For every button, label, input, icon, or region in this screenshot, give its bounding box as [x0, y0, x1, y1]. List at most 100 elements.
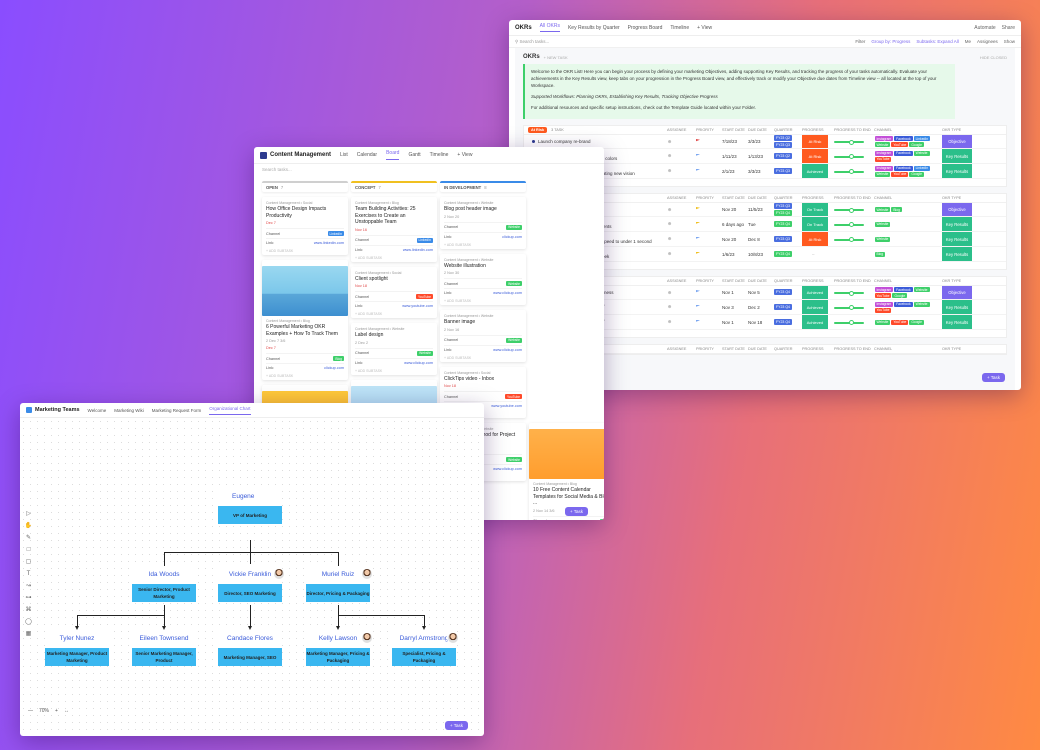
- priority-flag-icon[interactable]: [696, 207, 700, 210]
- card-link[interactable]: clickup.com: [502, 234, 522, 239]
- tab-welcome[interactable]: Welcome: [87, 407, 107, 413]
- okr-type-tag[interactable]: Key Results: [942, 232, 972, 246]
- due-date[interactable]: 3/3/23: [748, 168, 761, 174]
- okr-type-tag[interactable]: Key Results: [942, 247, 972, 261]
- assignee-icon[interactable]: ☻: [667, 236, 673, 242]
- progress-slider[interactable]: [834, 154, 864, 159]
- show-button[interactable]: Show: [1003, 39, 1015, 44]
- column-header-progress[interactable]: PROGRESS: [802, 196, 824, 200]
- channel-cell[interactable]: Instagram Facebook Website YouTube: [874, 301, 938, 313]
- okr-type-tag[interactable]: Key Results: [942, 217, 972, 231]
- column-header-progress[interactable]: PROGRESS: [802, 128, 824, 132]
- org-node-candace-flores[interactable]: Candace Flores Marketing Manager, SEO: [218, 630, 282, 666]
- assignee-icon[interactable]: ☻: [667, 289, 673, 296]
- assignee-icon[interactable]: ☻: [667, 304, 673, 310]
- zoom-in-button[interactable]: +: [55, 708, 58, 714]
- column-header-progress-to-end[interactable]: PROGRESS TO END: [834, 196, 871, 200]
- card-title[interactable]: 6 Powerful Marketing OKR Examples + How …: [266, 324, 338, 337]
- quarter-cell[interactable]: FY23 Q2: [774, 152, 793, 160]
- progress-status[interactable]: On Track: [802, 217, 828, 231]
- start-date[interactable]: Nov 20: [722, 207, 737, 212]
- group-by-button[interactable]: Group by: Progress: [871, 39, 911, 44]
- column-header-priority[interactable]: PRIORITY: [696, 196, 714, 200]
- add-subtask-button[interactable]: + ADD SUBTASK: [444, 355, 472, 360]
- channel-tag[interactable]: YouTube: [505, 394, 522, 399]
- okr-type-tag[interactable]: Key Results: [942, 149, 972, 163]
- hide-closed-button[interactable]: HIDE CLOSED: [979, 54, 1007, 60]
- assignee-icon[interactable]: ☻: [667, 153, 673, 159]
- tab-all-okrs[interactable]: All OKRs: [539, 23, 560, 32]
- column-header-start-date[interactable]: START DATE: [722, 196, 745, 200]
- column-header-due-date[interactable]: DUE DATE: [748, 128, 767, 132]
- zoom-out-button[interactable]: —: [28, 708, 33, 714]
- channel-cell[interactable]: Instagram Facebook LinkedIn Website YouTube G…: [874, 165, 938, 177]
- progress-slider[interactable]: [834, 290, 864, 296]
- image-tool-icon[interactable]: ▦: [25, 631, 32, 637]
- column-header-quarter[interactable]: QUARTER: [774, 347, 793, 351]
- card-title[interactable]: Team Building Activities: 25 Exercises t…: [355, 206, 416, 225]
- column-header-assignee[interactable]: ASSIGNEE: [667, 128, 687, 132]
- quarter-cell[interactable]: FY23 Q4: [774, 303, 793, 311]
- board-card[interactable]: Content Management • Blog Team Building …: [351, 197, 437, 262]
- due-date[interactable]: Dec 2: [748, 304, 760, 310]
- column-header-progress-to-end[interactable]: PROGRESS TO END: [834, 347, 871, 351]
- assignee-icon[interactable]: ☻: [667, 221, 673, 227]
- due-date[interactable]: 11/5/23: [748, 207, 763, 212]
- tab-gantt[interactable]: Gantt: [408, 152, 421, 158]
- progress-slider[interactable]: [834, 169, 864, 174]
- org-node-darryl-armstrong[interactable]: Darryl Armstrong Specialist, Pricing & P…: [392, 630, 459, 666]
- column-header[interactable]: IN DEVELOPMENT 8: [440, 181, 526, 192]
- progress-status[interactable]: Achieved: [802, 315, 828, 329]
- column-header-channel[interactable]: CHANNEL: [874, 279, 893, 283]
- priority-flag-icon[interactable]: [696, 221, 700, 224]
- org-node-root[interactable]: Eugene VP of Marketing: [218, 488, 282, 524]
- whiteboard-canvas[interactable]: ▷ ✋ ✎ □ ▢ T ↝ ⊶ ⌘ ◯ ▦ Eugene VP of Marke…: [20, 418, 484, 736]
- card-link[interactable]: www.linkedin.com: [402, 247, 433, 252]
- assignee-icon[interactable]: ☻: [667, 319, 673, 325]
- filter-button[interactable]: Filter: [855, 39, 866, 44]
- okr-type-tag[interactable]: Key Results: [942, 300, 972, 314]
- org-node-tyler-nunez[interactable]: Tyler Nunez Marketing Manager, Product M…: [45, 630, 109, 666]
- org-node-muriel-ruiz[interactable]: Muriel Ruiz Director, Pricing & Packagin…: [306, 566, 373, 602]
- card-link[interactable]: www.linkedin.com: [313, 241, 344, 245]
- due-date[interactable]: Nov 18: [748, 319, 763, 325]
- card-link[interactable]: www.youtube.com: [491, 404, 522, 408]
- card-title[interactable]: How Office Design Impacts Productivity: [266, 206, 327, 219]
- automate-button[interactable]: Automate: [974, 24, 996, 31]
- priority-flag-icon[interactable]: [696, 319, 700, 322]
- card-title[interactable]: Banner image: [444, 319, 476, 325]
- board-card[interactable]: Content Management • Website Website ill…: [440, 253, 526, 305]
- add-subtask-button[interactable]: + ADD SUBTASK: [355, 368, 383, 373]
- progress-status[interactable]: At Risk: [802, 232, 828, 246]
- okr-type-tag[interactable]: Objective: [942, 203, 972, 216]
- progress-status[interactable]: At Risk: [802, 149, 828, 163]
- channel-tag[interactable]: YouTube: [416, 294, 433, 299]
- card-link[interactable]: www.clickup.com: [493, 467, 522, 471]
- assignee-icon[interactable]: ☻: [667, 168, 673, 174]
- column-header-quarter[interactable]: QUARTER: [774, 196, 793, 200]
- board-add-task-button[interactable]: + Task: [564, 507, 588, 516]
- start-date[interactable]: 2/1/23: [722, 168, 735, 174]
- priority-flag-icon[interactable]: [696, 168, 700, 171]
- column-header-quarter[interactable]: QUARTER: [774, 128, 793, 132]
- channel-cell[interactable]: Blog: [874, 251, 938, 257]
- pointer-tool-icon[interactable]: ▷: [26, 511, 31, 517]
- tab-board[interactable]: Board: [386, 150, 400, 160]
- board-card[interactable]: Content Management • Blog 10 Free Conten…: [529, 423, 604, 520]
- quarter-cell[interactable]: FY23 Q4: [774, 250, 793, 258]
- hand-tool-icon[interactable]: ✋: [24, 523, 33, 529]
- add-subtask-button[interactable]: + ADD SUBTASK: [355, 312, 383, 316]
- me-button[interactable]: Me: [964, 39, 971, 44]
- board-card[interactable]: Content Management • Blog 6 Powerful Mar…: [262, 260, 348, 380]
- column-header-assignee[interactable]: ASSIGNEE: [667, 347, 687, 351]
- due-date[interactable]: 10/8/23: [748, 251, 764, 257]
- card-due-date[interactable]: Dec 7: [266, 221, 276, 225]
- channel-tag[interactable]: Website: [506, 457, 522, 462]
- column-header-priority[interactable]: PRIORITY: [696, 279, 714, 283]
- assignees-button[interactable]: Assignees: [976, 39, 998, 44]
- okr-type-tag[interactable]: Key Results: [942, 315, 972, 329]
- board-card[interactable]: Content Management • Website Label desig…: [351, 323, 437, 375]
- board-card[interactable]: Content Management • Social Client spotl…: [351, 266, 437, 318]
- add-subtask-button[interactable]: + ADD SUBTASK: [444, 299, 472, 303]
- column-header-progress[interactable]: PROGRESS: [802, 279, 824, 283]
